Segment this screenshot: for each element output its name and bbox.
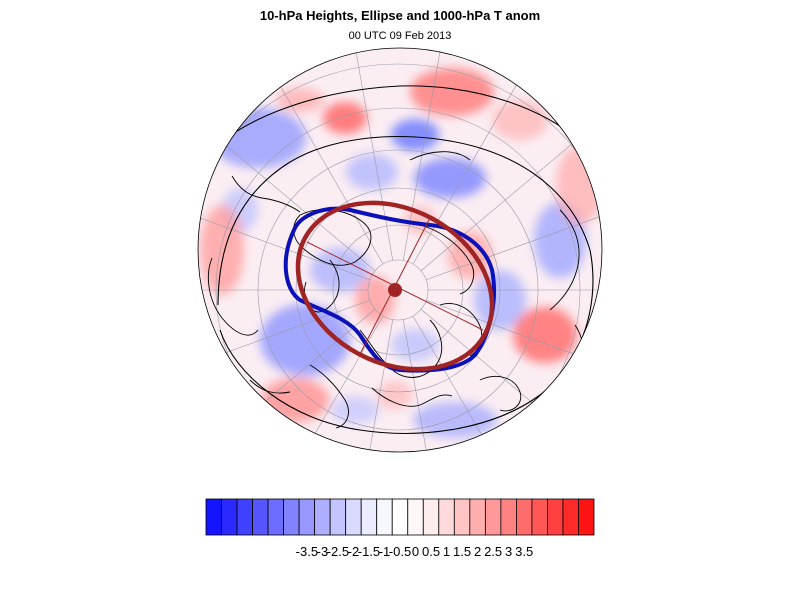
colorbar-box: [562, 498, 579, 536]
meridian-line: [420, 122, 598, 271]
colorbar-tick-label: 1.5: [453, 544, 472, 559]
colorbar-box: [453, 498, 471, 536]
observed-vortex-edge: [283, 206, 496, 373]
colorbar-tick-labels: -3.5 -3 -2.5 -2 -1.5 -1 -0.5 0 0.5 1 1.5 2 2.5 3 3.5: [0, 544, 800, 564]
map-title: 10-hPa Heights, Ellipse and 1000-hPa T a…: [259, 8, 541, 23]
polar-stereographic-map: [197, 47, 603, 453]
meridian-line: [426, 299, 602, 380]
colorbar-tick-label: -1: [378, 544, 391, 559]
colorbar-box: [298, 498, 316, 536]
meridian-line: [267, 64, 384, 265]
colorbar-tick-label: -3: [316, 544, 329, 559]
colorbar-box: [314, 498, 331, 536]
fitted-ellipse: [295, 200, 495, 372]
colorbar-box: [547, 498, 564, 536]
colorbar-tick-label: 2: [473, 544, 482, 559]
colorbar-box: [221, 498, 238, 536]
colorbar-tick-label: -3.5: [295, 544, 319, 559]
colorbar-tick-label: -2: [347, 544, 360, 559]
colorbar-box: [360, 498, 378, 536]
colorbar-box: [484, 498, 502, 536]
colorbar-box: [515, 498, 533, 536]
meridian-line: [426, 200, 602, 281]
meridian-line: [352, 48, 394, 261]
colorbar-tick-label: -0.5: [388, 544, 412, 559]
colorbar: [205, 498, 595, 536]
colorbar-tick-label: 3.5: [515, 544, 534, 559]
meridian-line: [412, 315, 529, 452]
colorbar-box: [469, 498, 486, 536]
colorbar-box: [391, 498, 409, 536]
colorbar-box: [205, 498, 222, 536]
colorbar-box: [500, 498, 517, 536]
colorbar-box: [345, 498, 362, 536]
colorbar-box: [329, 498, 347, 536]
meridian-line: [352, 319, 394, 452]
colorbar-box: [252, 498, 269, 536]
map-subtitle: 00 UTC 09 Feb 2013: [348, 30, 452, 42]
colorbar-box: [422, 498, 440, 536]
colorbar-box: [438, 498, 455, 536]
colorbar-box: [376, 498, 393, 536]
vortex-center-marker: [388, 283, 402, 297]
map-boundary: [197, 47, 603, 453]
meridian-line: [198, 122, 376, 271]
meridian-line: [412, 64, 529, 265]
colorbar-tick-label: -1.5: [357, 544, 381, 559]
colorbar-tick-label: 1: [442, 544, 451, 559]
colorbar-tick-label: 2.5: [484, 544, 503, 559]
temperature-anomaly-field: [198, 48, 602, 452]
colorbar-box: [531, 498, 548, 536]
coastlines: [207, 151, 583, 429]
colorbar-box: [283, 498, 300, 536]
colorbar-tick-label: 3: [505, 544, 513, 559]
colorbar-tick-label: -2.5: [326, 544, 350, 559]
colorbar-box: [578, 498, 595, 536]
colorbar-box: [267, 498, 285, 536]
colorbar-box: [236, 498, 253, 536]
colorbar-tick-label: 0.5: [421, 544, 441, 559]
colorbar-box: [407, 498, 424, 536]
colorbar-tick-label: 0: [411, 544, 420, 559]
meridian-line: [267, 315, 384, 452]
